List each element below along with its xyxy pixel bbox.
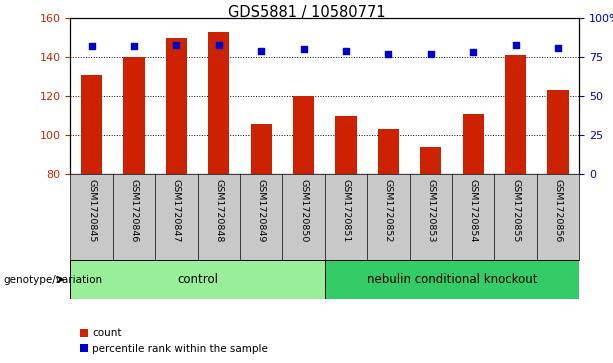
Text: GSM1720854: GSM1720854 xyxy=(469,179,478,242)
Point xyxy=(129,43,139,49)
Text: control: control xyxy=(177,273,218,286)
Text: GSM1720850: GSM1720850 xyxy=(299,179,308,242)
Text: GSM1720849: GSM1720849 xyxy=(257,179,266,242)
Bar xyxy=(81,75,102,174)
Bar xyxy=(166,38,187,174)
Legend: count, percentile rank within the sample: count, percentile rank within the sample xyxy=(75,324,272,358)
Bar xyxy=(208,32,229,174)
Text: GSM1720856: GSM1720856 xyxy=(554,179,563,242)
Point xyxy=(299,46,308,52)
Text: GSM1720853: GSM1720853 xyxy=(427,179,435,242)
Point xyxy=(511,42,520,48)
Text: nebulin conditional knockout: nebulin conditional knockout xyxy=(367,273,538,286)
Bar xyxy=(378,129,399,174)
Text: GSM1720855: GSM1720855 xyxy=(511,179,520,242)
Text: GSM1720847: GSM1720847 xyxy=(172,179,181,242)
Bar xyxy=(547,90,569,174)
Bar xyxy=(123,57,145,174)
Point xyxy=(214,42,224,48)
Bar xyxy=(251,123,272,174)
Point xyxy=(553,45,563,51)
Point xyxy=(256,48,266,54)
Text: GSM1720848: GSM1720848 xyxy=(215,179,223,242)
Point xyxy=(87,43,97,49)
Text: GSM1720846: GSM1720846 xyxy=(129,179,139,242)
Bar xyxy=(70,260,325,299)
Point xyxy=(426,51,436,57)
Bar xyxy=(293,96,314,174)
Bar xyxy=(325,260,579,299)
Bar xyxy=(463,114,484,174)
Bar xyxy=(505,55,527,174)
Bar xyxy=(421,147,441,174)
Text: genotype/variation: genotype/variation xyxy=(3,274,102,285)
Point xyxy=(172,42,181,48)
Text: GSM1720851: GSM1720851 xyxy=(341,179,351,242)
Text: GDS5881 / 10580771: GDS5881 / 10580771 xyxy=(227,5,386,20)
Text: GSM1720845: GSM1720845 xyxy=(87,179,96,242)
Bar xyxy=(335,116,357,174)
Point xyxy=(341,48,351,54)
Point xyxy=(468,50,478,56)
Text: GSM1720852: GSM1720852 xyxy=(384,179,393,242)
Point xyxy=(384,51,394,57)
